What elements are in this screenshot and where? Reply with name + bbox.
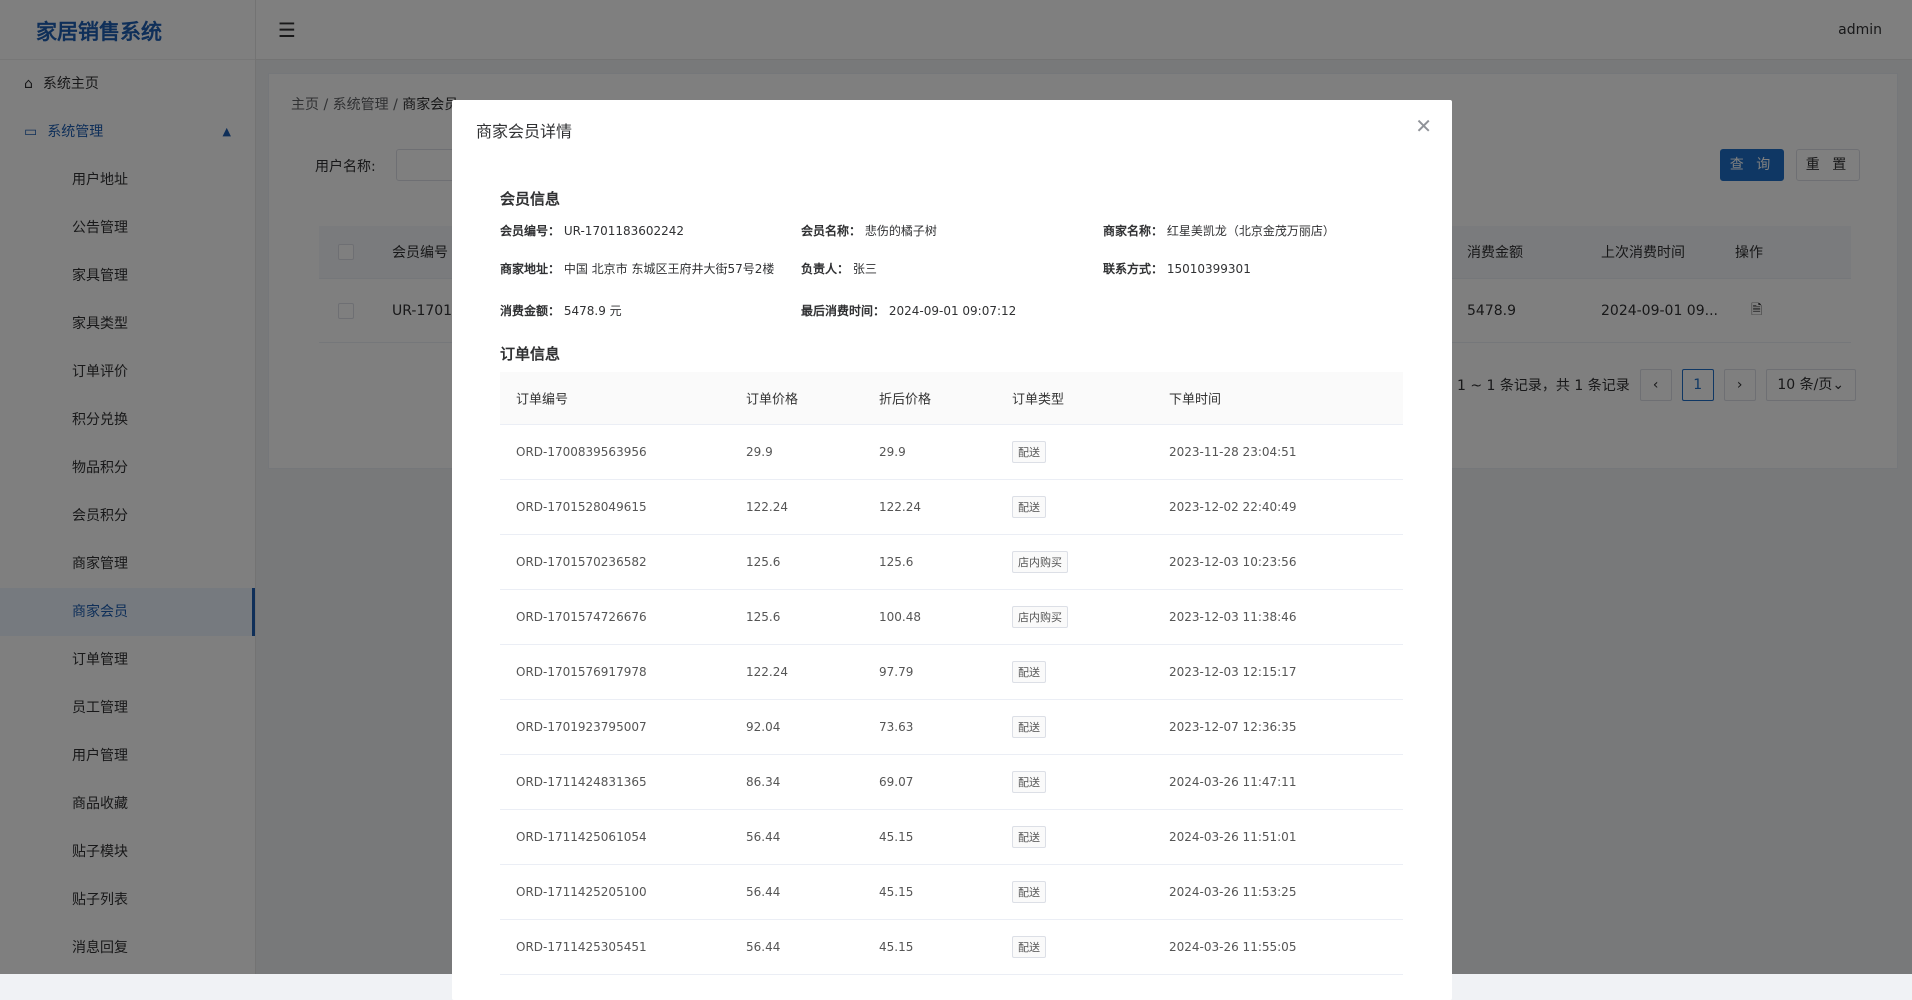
order-type-tag: 配送	[1012, 771, 1046, 793]
order-cell: 92.04	[746, 720, 781, 734]
field-label: 联系方式：	[1103, 262, 1164, 276]
order-cell: 2024-03-26 11:53:25	[1169, 885, 1297, 899]
order-cell: 29.9	[879, 445, 906, 459]
info-field: 商家地址： 中国 北京市 东城区王府井大街57号2楼	[500, 262, 774, 277]
order-row: ORD-1701570236582 125.6 125.6 店内购买 2023-12-0…	[500, 535, 1403, 590]
order-cell: 122.24	[746, 500, 788, 514]
order-cell: 2023-12-03 12:15:17	[1169, 665, 1297, 679]
order-row: ORD-1701576917978 122.24 97.79 配送 2023-12-03…	[500, 645, 1403, 700]
order-type-tag: 配送	[1012, 826, 1046, 848]
field-value: 2024-09-01 09:07:12	[888, 304, 1017, 318]
order-cell: 2023-12-03 11:38:46	[1169, 610, 1297, 624]
order-cell: 2024-03-26 11:55:05	[1169, 940, 1297, 954]
order-type-tag: 店内购买	[1012, 551, 1068, 573]
info-field: 最后消费时间： 2024-09-01 09:07:12	[801, 304, 1016, 319]
order-cell: ORD-1711424831365	[516, 775, 647, 789]
order-cell: 56.44	[746, 940, 781, 954]
field-label: 会员名称：	[801, 224, 862, 238]
order-row: ORD-1711424831365 86.34 69.07 配送 2024-03-26 …	[500, 755, 1403, 810]
order-cell: 56.44	[746, 885, 781, 899]
orders-table: 订单编号 订单价格 折后价格 订单类型 下单时间 ORD-1700839563956 29…	[500, 372, 1403, 975]
order-row: ORD-1711425061054 56.44 45.15 配送 2024-03-26 …	[500, 810, 1403, 865]
modal-title: 商家会员详情	[476, 122, 573, 141]
order-cell: ORD-1711425061054	[516, 830, 647, 844]
order-cell: 2024-03-26 11:47:11	[1169, 775, 1297, 789]
order-type-tag: 店内购买	[1012, 606, 1068, 628]
order-cell: ORD-1701528049615	[516, 500, 647, 514]
order-cell: 2023-12-07 12:36:35	[1169, 720, 1297, 734]
order-type-tag: 配送	[1012, 716, 1046, 738]
info-field: 商家名称： 红星美凯龙（北京金茂万丽店）	[1103, 224, 1335, 239]
field-label: 负责人：	[801, 262, 850, 276]
order-type-tag: 配送	[1012, 881, 1046, 903]
order-cell: 125.6	[746, 555, 781, 569]
order-type-tag: 配送	[1012, 441, 1046, 463]
order-cell: 2023-11-28 23:04:51	[1169, 445, 1297, 459]
order-row: ORD-1701574726676 125.6 100.48 店内购买 2023-12-…	[500, 590, 1403, 645]
info-field: 负责人： 张三	[801, 262, 877, 277]
order-cell: 122.24	[746, 665, 788, 679]
order-cell: 100.48	[879, 610, 921, 624]
order-cell: 2024-03-26 11:51:01	[1169, 830, 1297, 844]
order-section-title: 订单信息	[500, 345, 561, 363]
order-row: ORD-1701923795007 92.04 73.63 配送 2023-12-07 …	[500, 700, 1403, 755]
order-cell: 45.15	[879, 830, 914, 844]
order-col-header: 订单类型	[1012, 392, 1065, 408]
field-label: 会员编号：	[500, 224, 561, 238]
order-cell: 45.15	[879, 940, 914, 954]
order-cell: ORD-1701574726676	[516, 610, 647, 624]
field-value: 15010399301	[1166, 262, 1251, 276]
order-cell: 125.6	[746, 610, 781, 624]
field-value: UR-1701183602242	[563, 224, 685, 238]
field-label: 商家地址：	[500, 262, 561, 276]
order-cell: ORD-1701923795007	[516, 720, 647, 734]
order-cell: 122.24	[879, 500, 921, 514]
order-cell: 97.79	[879, 665, 914, 679]
order-row: ORD-1700839563956 29.9 29.9 配送 2023-11-28 23…	[500, 425, 1403, 480]
info-field: 消费金额： 5478.9 元	[500, 304, 622, 319]
close-icon[interactable]: ✕	[1415, 114, 1432, 138]
order-col-header: 订单价格	[746, 392, 799, 408]
order-cell: 2023-12-03 10:23:56	[1169, 555, 1297, 569]
order-cell: ORD-1711425305451	[516, 940, 647, 954]
order-type-tag: 配送	[1012, 496, 1046, 518]
member-section-title: 会员信息	[500, 190, 561, 208]
field-value: 张三	[852, 262, 877, 276]
order-cell: ORD-1700839563956	[516, 445, 647, 459]
order-cell: 86.34	[746, 775, 781, 789]
order-cell: 2023-12-02 22:40:49	[1169, 500, 1297, 514]
order-row: ORD-1711425305451 56.44 45.15 配送 2024-03-26 …	[500, 920, 1403, 975]
info-field: 联系方式： 15010399301	[1103, 262, 1251, 277]
order-cell: ORD-1711425205100	[516, 885, 647, 899]
info-field: 会员编号： UR-1701183602242	[500, 224, 684, 239]
field-value: 悲伤的橘子树	[864, 224, 937, 238]
order-cell: 69.07	[879, 775, 914, 789]
field-label: 消费金额：	[500, 304, 561, 318]
field-value: 红星美凯龙（北京金茂万丽店）	[1166, 224, 1335, 238]
info-field: 会员名称： 悲伤的橘子树	[801, 224, 937, 239]
field-value: 中国 北京市 东城区王府井大街57号2楼	[563, 262, 775, 276]
order-row: ORD-1711425205100 56.44 45.15 配送 2024-03-26 …	[500, 865, 1403, 920]
order-cell: 29.9	[746, 445, 773, 459]
order-type-tag: 配送	[1012, 661, 1046, 683]
order-cell: ORD-1701570236582	[516, 555, 647, 569]
field-value: 5478.9 元	[563, 304, 622, 318]
order-col-header: 订单编号	[516, 392, 569, 408]
field-label: 商家名称：	[1103, 224, 1164, 238]
order-row: ORD-1701528049615 122.24 122.24 配送 2023-12-0…	[500, 480, 1403, 535]
field-label: 最后消费时间：	[801, 304, 886, 318]
order-cell: 125.6	[879, 555, 914, 569]
order-cell: 73.63	[879, 720, 914, 734]
order-col-header: 下单时间	[1169, 392, 1222, 408]
member-detail-modal: 商家会员详情 ✕ 会员信息 会员编号： UR-1701183602242 会员名称…	[452, 100, 1452, 1000]
orders-table-header: 订单编号 订单价格 折后价格 订单类型 下单时间	[500, 372, 1403, 425]
order-cell: 56.44	[746, 830, 781, 844]
order-type-tag: 配送	[1012, 936, 1046, 958]
order-cell: 45.15	[879, 885, 914, 899]
order-cell: ORD-1701576917978	[516, 665, 647, 679]
order-col-header: 折后价格	[879, 392, 932, 408]
